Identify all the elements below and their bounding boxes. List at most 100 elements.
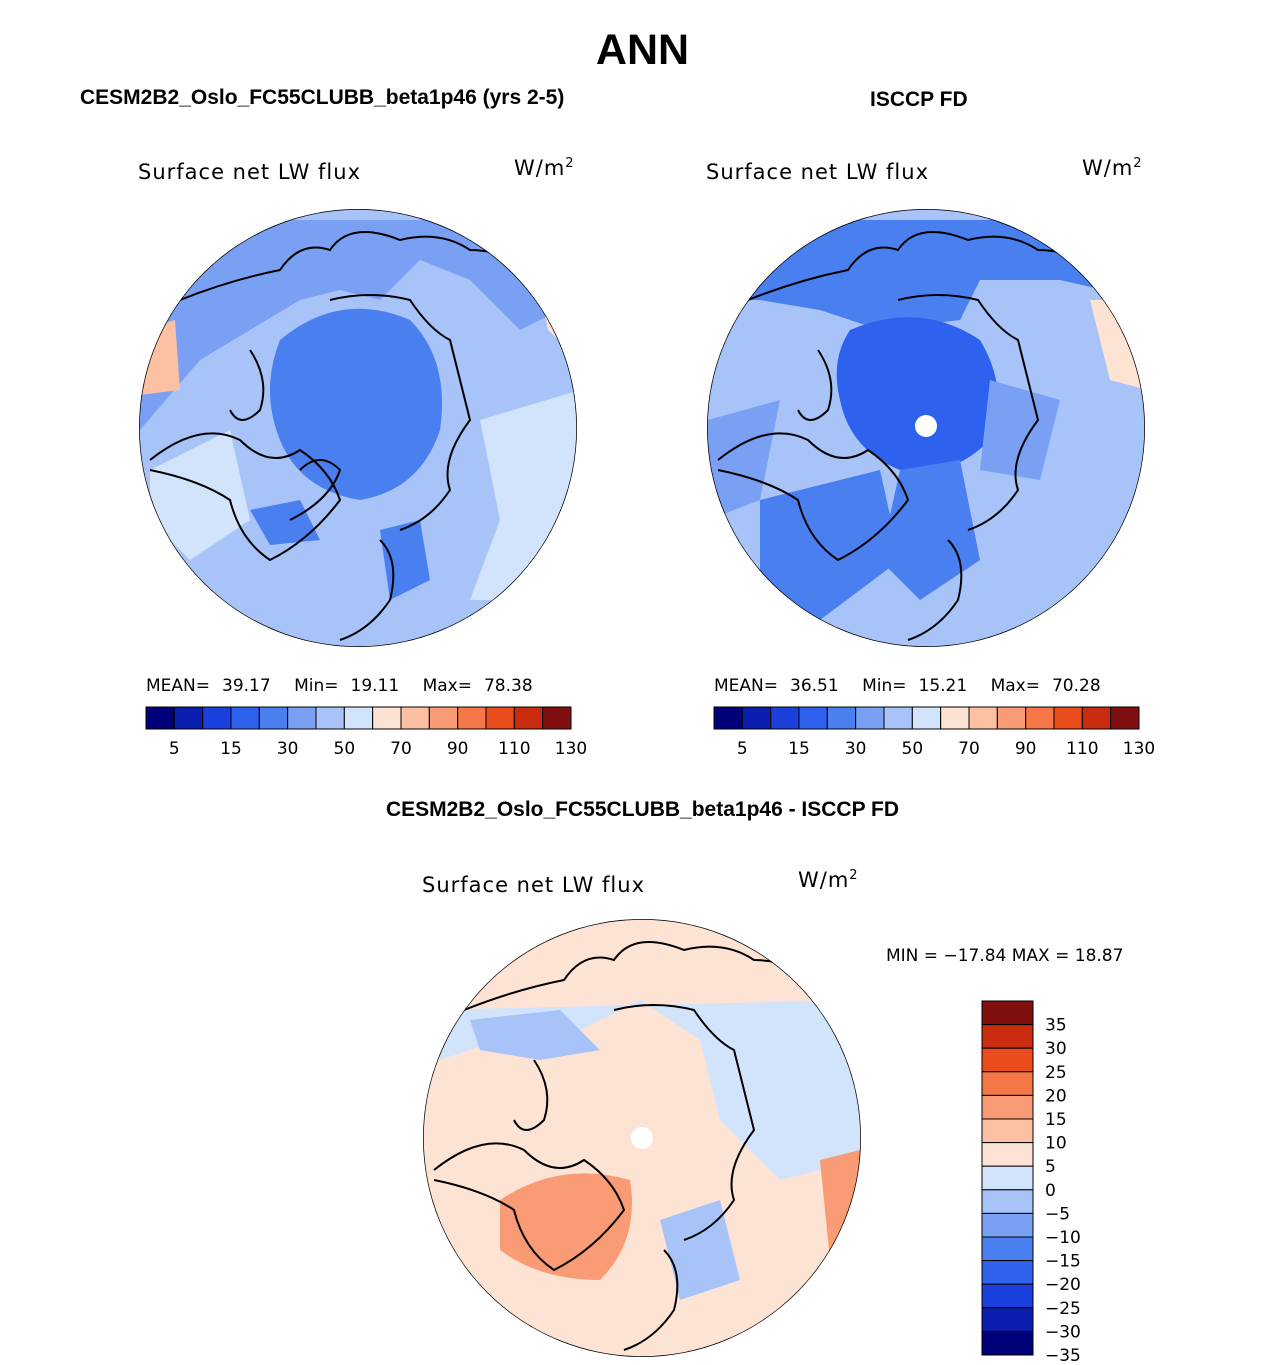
diff-colorbar-box (981, 1283, 1034, 1309)
diff-colorbar-tick-label: 30 (1045, 1039, 1067, 1059)
obs-colorbar-box (940, 706, 970, 730)
model-colorbar-box (372, 706, 402, 730)
diff-field-greenland-warm (500, 1173, 632, 1280)
obs-colorbar-box (826, 706, 857, 730)
diff-field-arctic-warm (560, 1052, 702, 1170)
diff-field-scandinavia-cool (660, 1200, 740, 1300)
diff-colorbar-box (981, 1165, 1034, 1191)
panel-model-header: CESM2B2_Oslo_FC55CLUBB_beta1p46 (yrs 2-5… (80, 86, 565, 109)
model-field-pale-west (150, 430, 250, 560)
diff-colorbar-tick-label: −35 (1045, 1346, 1081, 1365)
model-field-greenland-low (250, 500, 320, 545)
obs-field-siberia (980, 380, 1060, 480)
obs-colorbar-box (996, 706, 1027, 730)
model-colorbar-box (542, 706, 572, 730)
model-colorbar-box (343, 706, 374, 730)
obs-variable-label: Surface net LW flux (706, 160, 929, 184)
obs-max-label: Max= (990, 676, 1040, 696)
obs-colorbar-box (968, 706, 998, 730)
model-colorbar-tick-label: 30 (277, 739, 299, 759)
obs-colorbar-box (883, 706, 913, 730)
panel-obs-header: ISCCP FD (870, 88, 968, 111)
obs-colorbar-tick-label: 15 (788, 739, 810, 759)
obs-field-west (708, 400, 780, 520)
model-colorbar-tick-label: 90 (447, 739, 469, 759)
diff-colorbar-tick-label: 20 (1045, 1086, 1067, 1106)
obs-colorbar-box (798, 706, 828, 730)
model-max-label: Max= (422, 676, 472, 696)
model-colorbar-tick-label: 5 (169, 739, 180, 759)
diff-colorbar-box (981, 1260, 1034, 1285)
obs-colorbar-box (911, 706, 942, 730)
diff-colorbar-box (981, 1071, 1034, 1096)
model-coastlines (149, 231, 541, 641)
diff-colorbar-box (981, 1047, 1034, 1073)
model-colorbar-box (457, 706, 487, 730)
model-colorbar-box (400, 706, 430, 730)
obs-colorbar-tick-label: 5 (737, 739, 748, 759)
obs-min-label: Min= (862, 676, 907, 696)
diff-colorbar-tick-label: −10 (1045, 1228, 1081, 1248)
obs-colorbar-tick-label: 130 (1123, 739, 1155, 759)
obs-colorbar-box (1025, 706, 1055, 730)
model-field-warm-west (140, 320, 180, 395)
obs-colorbar-box (1081, 706, 1112, 730)
obs-field-greenland (760, 470, 900, 620)
obs-pole-hole (915, 415, 937, 437)
model-colorbar-tick-label: 70 (390, 739, 412, 759)
obs-coastlines (717, 231, 1109, 641)
diff-colorbar-box (981, 1236, 1034, 1262)
diff-colorbar-tick-label: −15 (1045, 1252, 1081, 1272)
diff-stats: MIN = −17.84 MAX = 18.87 (886, 946, 1124, 966)
model-colorbar-box (258, 706, 289, 730)
obs-mean-value: 36.51 (790, 676, 839, 696)
obs-colorbar-box (855, 706, 885, 730)
obs-colorbar-box (1053, 706, 1083, 730)
diff-colorbar-box (981, 1024, 1034, 1049)
model-colorbar-box (287, 706, 317, 730)
panel-diff-header: CESM2B2_Oslo_FC55CLUBB_beta1p46 - ISCCP … (385, 798, 900, 821)
diff-units: W/m2 (798, 868, 859, 892)
diff-map (423, 919, 861, 1357)
diff-colorbar-box (981, 1189, 1034, 1214)
obs-colorbar-tick-label: 50 (902, 739, 924, 759)
diff-colorbar-tick-label: 35 (1045, 1016, 1067, 1036)
model-colorbar-box (230, 706, 260, 730)
model-min-label: Min= (294, 676, 339, 696)
model-map (139, 209, 577, 647)
obs-colorbar-tick-label: 90 (1015, 739, 1037, 759)
obs-field-atlantic (880, 460, 980, 600)
diff-colorbar-box (981, 1330, 1034, 1356)
obs-min-value: 15.21 (918, 676, 968, 696)
obs-colorbar-tick-label: 70 (958, 739, 980, 759)
model-colorbar-box (315, 706, 345, 730)
model-max-value: 78.38 (483, 676, 533, 696)
model-colorbar-box (485, 706, 515, 730)
model-colorbar-tick-label: 50 (334, 739, 356, 759)
diff-colorbar-box (981, 1212, 1034, 1238)
model-colorbar-box (202, 706, 232, 730)
diff-field-north-cool (470, 1010, 600, 1060)
model-stats: MEAN= 39.17 Min= 19.11 Max= 78.38 (146, 676, 537, 696)
diff-colorbar-box (981, 1094, 1034, 1120)
obs-colorbar-tick-label: 30 (845, 739, 867, 759)
model-field-mid (140, 220, 577, 430)
obs-map (707, 209, 1145, 647)
obs-field-arctic-core (836, 317, 998, 472)
model-colorbar-box (428, 706, 459, 730)
obs-units: W/m2 (1082, 156, 1143, 180)
diff-colorbar-tick-label: −25 (1045, 1299, 1081, 1319)
model-colorbar-tick-label: 130 (555, 739, 587, 759)
obs-colorbar-tick-label: 110 (1066, 739, 1098, 759)
diff-colorbar-tick-label: 15 (1045, 1110, 1067, 1130)
diff-colorbar-tick-label: −30 (1045, 1322, 1081, 1342)
diff-colorbar-tick-label: −20 (1045, 1275, 1081, 1295)
model-field-arctic-core (270, 308, 442, 500)
obs-colorbar-box (741, 706, 772, 730)
obs-colorbar-box (713, 706, 743, 730)
figure-title: ANN (595, 26, 690, 74)
model-variable-label: Surface net LW flux (138, 160, 361, 184)
obs-field-north (708, 220, 1145, 330)
obs-colorbar-box (770, 706, 800, 730)
